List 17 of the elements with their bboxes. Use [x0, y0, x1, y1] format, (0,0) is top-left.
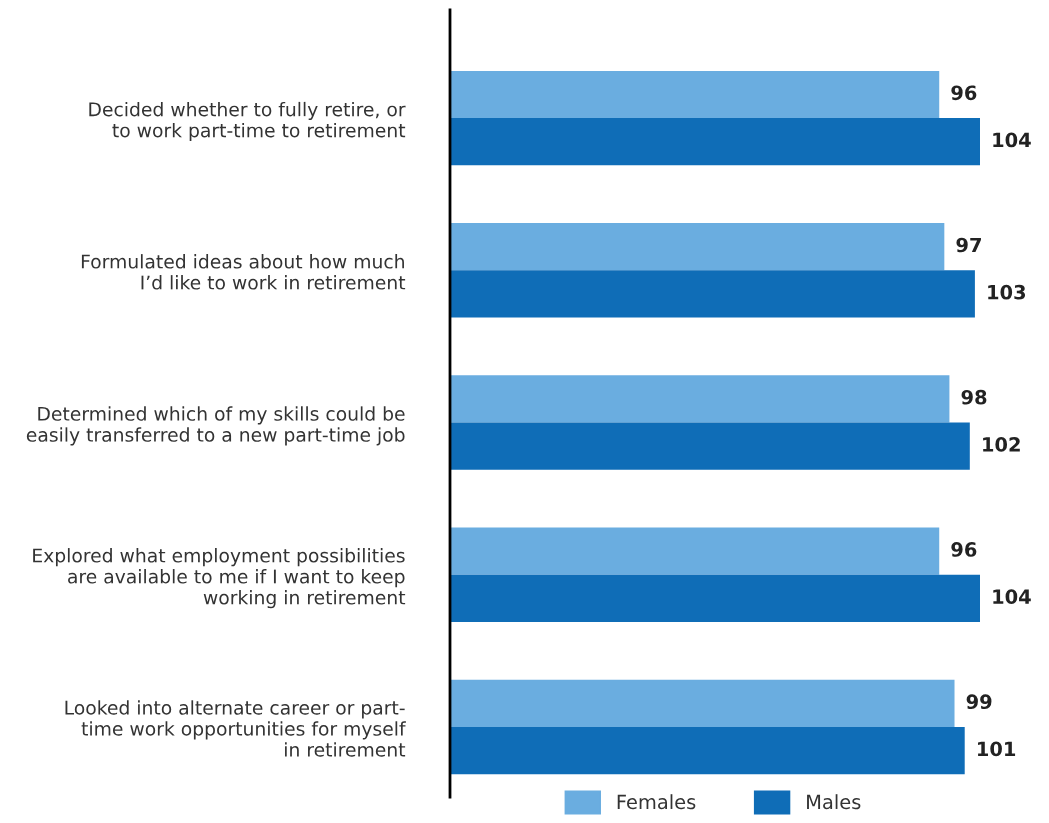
data-label: 97 [956, 237, 981, 253]
data-label: 96 [951, 542, 977, 557]
legend-label: Females [617, 794, 696, 810]
data-label: 99 [966, 694, 992, 710]
data-label: 101 [978, 741, 1016, 757]
y-tick-label: Formulated ideas about how much I’d like to work in retirement [81, 254, 406, 290]
y-tick-label: Looked into alternate career or part- time work opportunities for myself in retirement [65, 700, 406, 757]
y-tick-label: Explored what employment possibilities are available to me if I want to keep working in retirement [33, 548, 406, 609]
data-label: 98 [961, 389, 987, 405]
data-label: 103 [988, 284, 1026, 300]
y-tick-label: Determined which of my skills could be easily transferred to a new part-time job [26, 406, 405, 446]
data-label: 104 [993, 132, 1031, 148]
data-label: 96 [951, 85, 977, 101]
legend-label: Males [807, 794, 861, 810]
y-tick-label: Decided whether to fully retire, or to work part-time to retirement [89, 101, 406, 142]
data-label: 102 [983, 437, 1020, 452]
data-label: 104 [993, 589, 1031, 604]
